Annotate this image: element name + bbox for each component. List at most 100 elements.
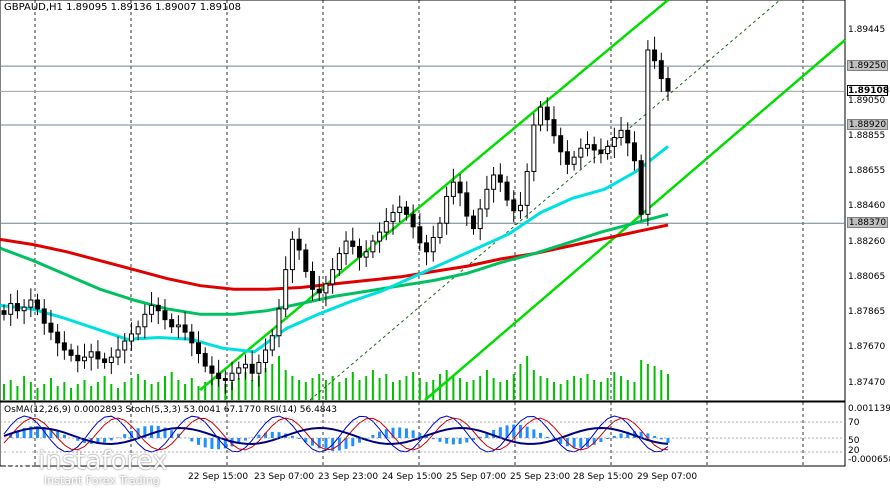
candle-body [464, 192, 470, 217]
candle-body [256, 362, 262, 374]
candle-body [202, 353, 208, 367]
ma-line [0, 145, 669, 354]
brand-tagline: Instant Forex Trading [44, 474, 160, 487]
candle-body [216, 372, 222, 380]
candle-body [370, 240, 376, 253]
price-level-badge: 1.88920 [847, 119, 888, 130]
y-tick-label: 1.88655 [848, 166, 886, 176]
candle-body [638, 160, 644, 215]
candle-body [330, 269, 336, 285]
candle-body [35, 299, 41, 310]
candle-body [196, 342, 202, 355]
oscillator-axis-label: 50 [848, 436, 860, 446]
y-tick-label: 1.88260 [848, 237, 886, 247]
brand-logo-icon [5, 447, 33, 475]
candle-body [430, 237, 436, 253]
candle-body [551, 119, 557, 137]
candle-body [55, 331, 61, 344]
candle-body [437, 222, 443, 238]
candle-body [538, 106, 544, 126]
candle-body [558, 135, 564, 153]
x-tick-label: 25 Sep 07:00 [446, 472, 507, 482]
candle-body [598, 149, 604, 155]
candle-body [350, 240, 356, 247]
x-tick-label: 23 Sep 23:00 [318, 472, 379, 482]
y-tick-label: 1.88855 [848, 131, 886, 141]
candle-body [108, 356, 114, 363]
y-tick-label: 1.88460 [848, 201, 886, 211]
candle-body [383, 220, 389, 233]
candle-body [149, 304, 155, 315]
candle-body [578, 147, 584, 158]
candle-body [450, 181, 456, 197]
candle-body [591, 144, 597, 151]
candle-body [249, 363, 255, 374]
candle-body [222, 378, 228, 381]
chart-title: GBPAUD,H1 1.89095 1.89136 1.89007 1.8910… [4, 2, 242, 13]
candle-body [122, 340, 128, 351]
candle-body [75, 354, 81, 362]
candle-body [162, 310, 168, 321]
candle-body [356, 245, 362, 258]
oscillator-axis-label: 20 [848, 446, 860, 456]
candle-body [403, 206, 409, 215]
candle-body [169, 319, 175, 328]
oscillator-axis-label: -0.000658 [848, 455, 890, 465]
candle-body [444, 195, 450, 224]
candle-body [263, 349, 269, 363]
y-tick-label: 1.87865 [848, 307, 886, 317]
current-price-badge: 1.89108 [847, 85, 889, 96]
candle-body [605, 145, 611, 155]
candle-body [524, 170, 530, 206]
candle-body [8, 303, 14, 315]
y-tick-label: 1.87470 [848, 378, 886, 388]
candle-body [310, 270, 316, 290]
candle-body [209, 365, 215, 374]
x-tick-label: 29 Sep 07:00 [637, 472, 698, 482]
candle-body [102, 358, 108, 363]
x-tick-label: 23 Sep 07:00 [254, 472, 315, 482]
candle-body [470, 215, 476, 230]
candle-body [269, 335, 275, 351]
candle-body [343, 240, 349, 255]
candle-body [115, 349, 121, 358]
candle-body [289, 238, 295, 271]
candle-body [497, 174, 503, 183]
candle-body [544, 106, 550, 121]
candle-body [625, 129, 631, 144]
candle-body [28, 299, 34, 308]
candle-body [41, 308, 47, 324]
candle-body [618, 129, 624, 139]
candle-body [571, 156, 577, 165]
stoch-signal-line [3, 417, 669, 451]
candle-body [363, 251, 369, 258]
candle-body [175, 324, 181, 328]
candle-body [68, 349, 74, 356]
x-tick-label: 22 Sep 15:00 [188, 472, 249, 482]
candle-body [296, 238, 302, 251]
candle-body [229, 372, 235, 381]
candle-body [631, 142, 637, 162]
rsi-line [3, 426, 669, 446]
candle-body [658, 60, 664, 80]
y-tick-label: 1.89050 [848, 96, 886, 106]
candle-body [531, 124, 537, 172]
y-tick-label: 1.88065 [848, 272, 886, 282]
candle-body [397, 206, 403, 213]
price-level-badge: 1.89250 [847, 60, 888, 71]
candle-body [390, 212, 396, 222]
stoch-main-line [3, 415, 669, 453]
candle-body [1, 310, 7, 315]
candle-body [585, 144, 591, 149]
channel-lower [424, 39, 846, 401]
candle-body [424, 242, 430, 253]
candle-body [142, 313, 148, 328]
candle-body [477, 208, 483, 230]
price-level-badge: 1.88370 [847, 217, 888, 228]
x-tick-label: 28 Sep 15:00 [573, 472, 634, 482]
candle-body [457, 181, 463, 194]
candle-body [182, 324, 188, 333]
candle-body [61, 342, 67, 351]
main-panel [0, 0, 846, 402]
